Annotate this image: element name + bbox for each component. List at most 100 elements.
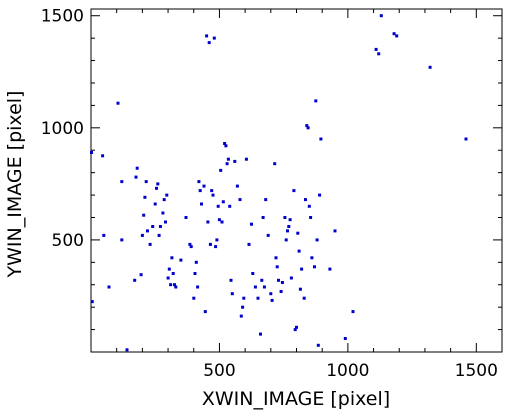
data-point <box>259 332 262 336</box>
data-point <box>216 204 220 208</box>
data-point <box>297 249 301 253</box>
data-point <box>223 142 227 145</box>
data-point <box>226 157 230 161</box>
data-point <box>134 175 138 179</box>
y-tick-label: 1500 <box>41 7 84 27</box>
data-point <box>153 202 157 206</box>
data-point <box>261 216 265 219</box>
data-point <box>292 189 296 193</box>
data-point <box>228 204 232 208</box>
data-point <box>214 245 218 249</box>
data-point <box>304 198 307 202</box>
data-point <box>194 260 198 264</box>
data-point <box>377 52 381 56</box>
data-point <box>157 233 161 237</box>
data-point <box>253 285 257 289</box>
axis-ticks: 500 1000 1500 500 1000 1500 <box>41 7 502 381</box>
data-point <box>379 14 383 18</box>
data-point <box>211 193 215 197</box>
data-point <box>247 242 251 246</box>
data-point <box>202 184 206 188</box>
data-point <box>242 296 246 300</box>
data-point <box>318 193 322 197</box>
data-point <box>293 328 297 332</box>
data-point <box>295 325 298 329</box>
data-point <box>210 189 214 193</box>
data-point <box>90 300 94 304</box>
data-point <box>170 256 174 260</box>
data-point <box>198 189 202 193</box>
data-point <box>274 256 278 260</box>
plot-frame <box>90 8 503 353</box>
data-point <box>328 267 332 271</box>
data-point <box>277 278 280 282</box>
x-tick-label: 500 <box>203 361 235 381</box>
data-point <box>428 65 432 69</box>
data-point <box>289 276 293 280</box>
data-point <box>313 265 316 269</box>
data-point <box>287 225 291 228</box>
data-point <box>270 298 274 302</box>
data-point <box>120 180 124 184</box>
data-point <box>215 238 219 242</box>
data-point <box>156 182 160 186</box>
data-point <box>269 292 273 296</box>
data-point <box>235 184 239 188</box>
data-point <box>142 213 146 217</box>
data-point <box>155 186 158 190</box>
data-point <box>307 204 311 208</box>
data-point <box>374 47 378 51</box>
data-point <box>221 200 225 204</box>
data-point <box>90 151 93 154</box>
data-point <box>166 276 170 280</box>
data-point <box>333 229 337 233</box>
plot-border <box>90 8 503 353</box>
data-point <box>189 245 193 249</box>
data-point <box>315 238 319 242</box>
data-point <box>298 287 302 291</box>
data-point <box>306 126 310 130</box>
data-point <box>241 305 245 309</box>
data-point <box>217 218 221 222</box>
data-point <box>343 337 347 340</box>
data-point <box>238 198 242 202</box>
data-point <box>219 168 223 172</box>
data-point <box>309 216 313 219</box>
data-point <box>144 180 148 184</box>
data-point <box>229 278 233 282</box>
data-point <box>148 242 152 246</box>
data-point <box>171 272 175 275</box>
data-point <box>174 285 178 289</box>
data-point <box>212 36 216 40</box>
data-point <box>310 256 314 260</box>
data-point <box>192 296 196 300</box>
data-point <box>233 159 237 163</box>
data-point <box>239 314 243 318</box>
data-point <box>351 310 355 314</box>
y-tick-label: 500 <box>52 231 84 251</box>
data-point <box>464 137 468 141</box>
data-point <box>316 343 320 347</box>
data-point <box>101 154 105 158</box>
data-point <box>116 101 120 105</box>
data-point <box>139 273 143 277</box>
data-point <box>250 222 253 226</box>
data-point <box>205 34 209 38</box>
data-point <box>288 218 292 222</box>
y-axis-title: YWIN_IMAGE [pixel] <box>4 91 26 279</box>
data-point <box>251 272 255 275</box>
data-point <box>169 283 173 287</box>
data-point <box>225 162 229 166</box>
data-points <box>90 14 468 352</box>
data-point <box>167 267 171 271</box>
data-point <box>120 238 124 242</box>
data-point <box>220 220 224 224</box>
data-point <box>143 195 147 199</box>
data-point <box>302 296 306 300</box>
data-point <box>286 229 289 233</box>
data-point <box>158 225 162 228</box>
data-point <box>165 193 169 197</box>
data-point <box>107 285 111 289</box>
data-point <box>284 238 288 242</box>
